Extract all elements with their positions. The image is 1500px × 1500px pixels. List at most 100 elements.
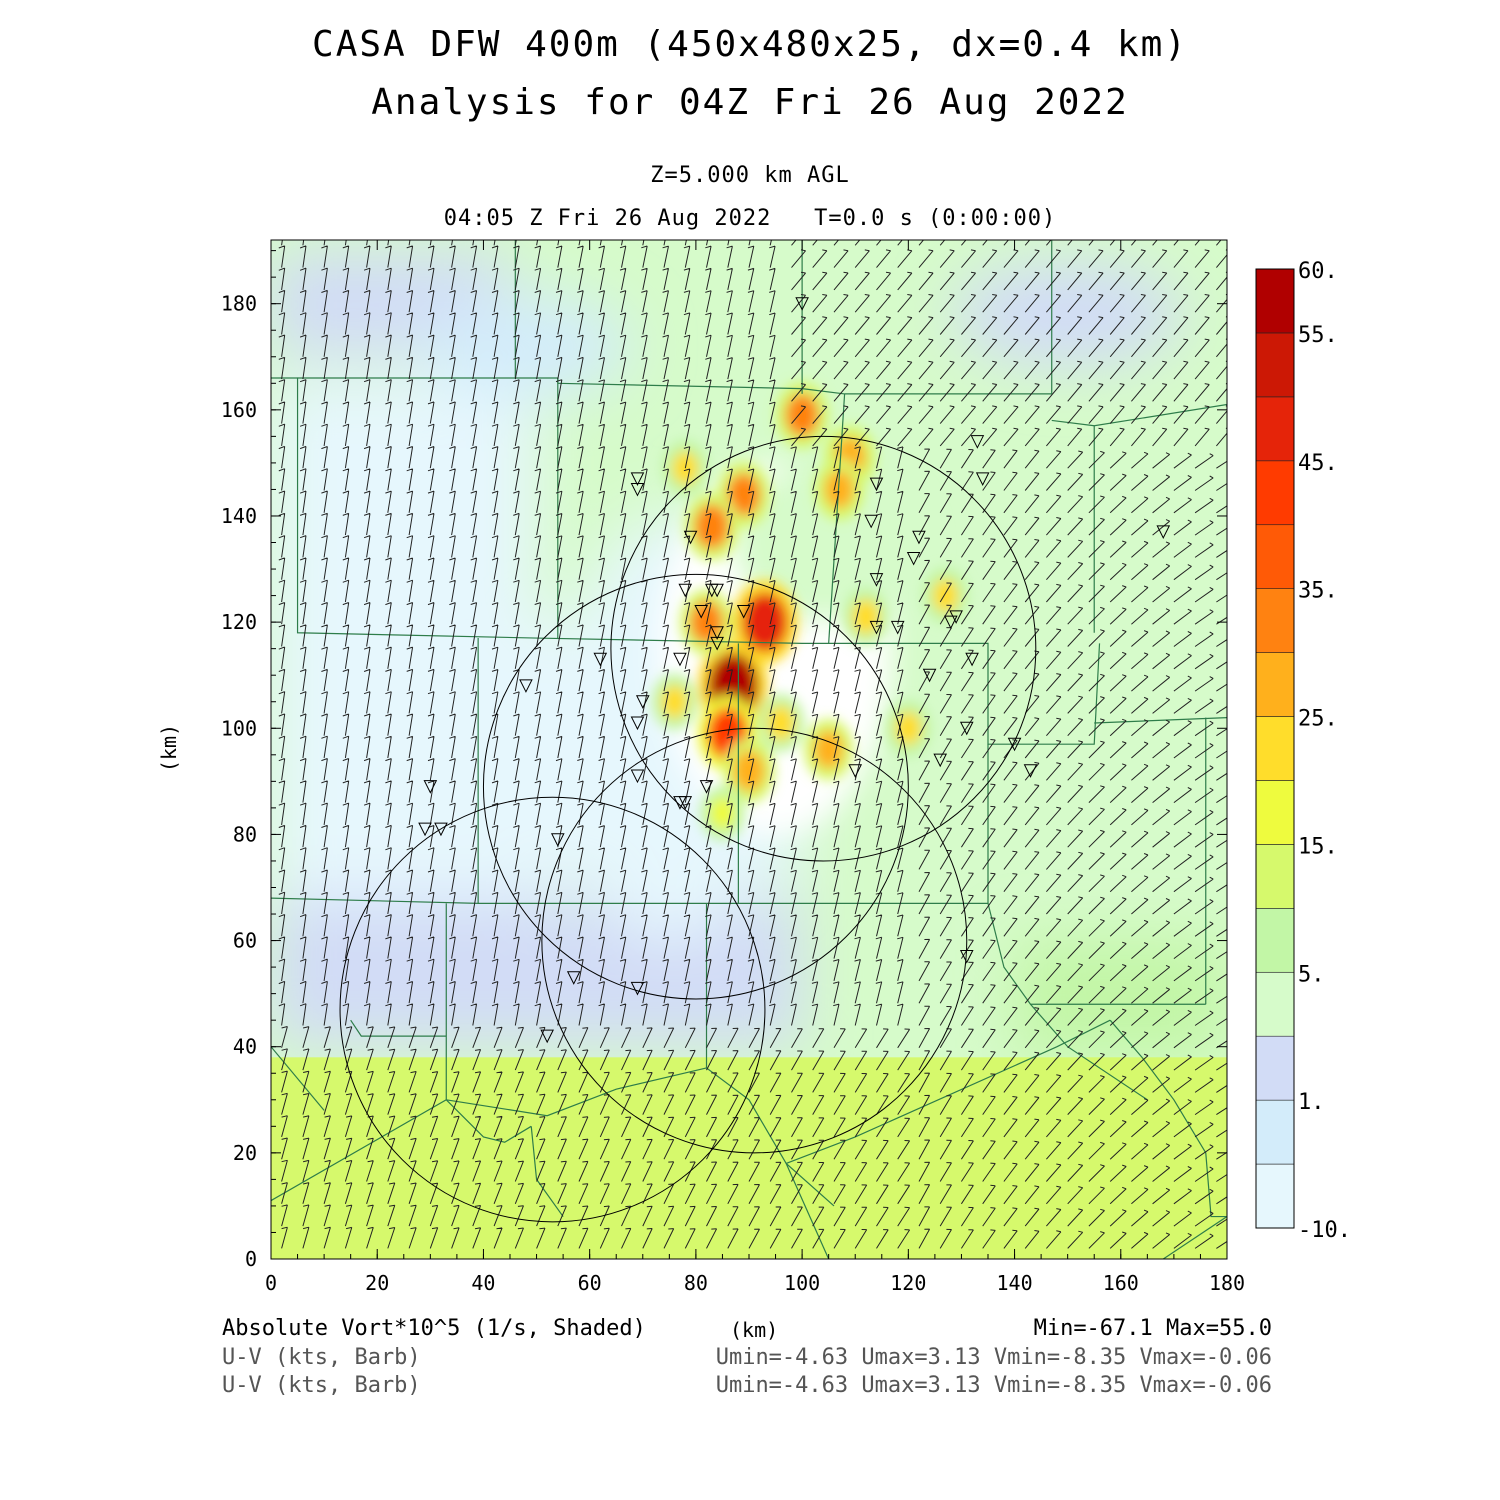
main-title: CASA DFW 400m (450x480x25, dx=0.4 km) <box>312 24 1188 65</box>
colorbar-frame <box>1255 268 1295 1229</box>
x-axis-unit: (km) <box>730 1318 779 1342</box>
colorbar-bin <box>1255 780 1295 845</box>
x-tick-label: 160 <box>1103 1271 1139 1295</box>
station-marker <box>848 764 863 778</box>
radar-ring <box>482 573 909 1000</box>
colorbar-bin <box>1255 908 1295 973</box>
colorbar-label: 25. <box>1298 707 1338 732</box>
y-tick-label: 160 <box>221 398 257 422</box>
radar-ring <box>610 435 1037 862</box>
y-axis-label: (km) <box>157 724 181 772</box>
level-label: Z=5.000 km AGL <box>650 163 850 188</box>
x-tick-label: 40 <box>471 1271 495 1295</box>
station-marker <box>630 472 645 486</box>
vorticity-field <box>271 240 1227 1259</box>
colorbar-label: -10. <box>1298 1218 1351 1243</box>
x-tick-label: 140 <box>996 1271 1032 1295</box>
station-marker <box>519 679 533 693</box>
station-marker <box>710 636 724 651</box>
y-tick-label: 0 <box>245 1247 257 1271</box>
colorbar: -10. 1. 5. 15. 25. 35. 45. 55. 60. <box>1255 259 1351 1243</box>
field-region <box>950 261 1185 368</box>
x-tick-label: 60 <box>578 1271 602 1295</box>
station-marker <box>1023 764 1038 778</box>
boundary-line <box>1162 1216 1227 1259</box>
station-marker <box>630 981 645 996</box>
station-marker <box>434 822 448 837</box>
station-marker <box>423 780 438 794</box>
boundary-line <box>828 393 846 644</box>
x-tick-label: 80 <box>684 1271 708 1295</box>
time-label: 04:05 Z Fri 26 Aug 2022 T=0.0 s (0:00:00… <box>443 206 1057 231</box>
station-marker <box>906 551 921 566</box>
barb1-range: Umin=-4.63 Umax=3.13 Vmin=-8.35 Vmax=-0.… <box>715 1345 1272 1370</box>
boundary-line <box>557 382 1052 395</box>
colorbar-bin <box>1255 716 1295 781</box>
y-tick-label: 80 <box>233 822 257 846</box>
colorbar-label: 1. <box>1298 1090 1325 1115</box>
x-tick-label: 0 <box>265 1271 277 1295</box>
barb1-label: U-V (kts, Barb) <box>222 1345 421 1370</box>
y-tick-label: 20 <box>233 1141 257 1165</box>
vorticity-core <box>932 578 959 613</box>
county-boundaries <box>271 240 1227 1259</box>
station-marker <box>699 780 714 794</box>
station-marker <box>970 435 985 449</box>
colorbar-bin <box>1255 332 1295 398</box>
station-marker <box>683 530 698 545</box>
colorbar-bin <box>1255 1163 1295 1229</box>
station-marker <box>630 716 645 731</box>
station-marker <box>959 949 974 964</box>
station-marker <box>890 620 905 635</box>
station-marker <box>949 610 963 624</box>
station-marker <box>673 652 687 667</box>
y-tick-label: 100 <box>221 716 257 740</box>
station-marker <box>922 668 937 683</box>
station-marker <box>975 472 990 486</box>
station-marker <box>1007 737 1022 752</box>
vorticity-core <box>672 451 699 486</box>
station-marker <box>959 721 974 736</box>
station-marker <box>566 971 581 985</box>
station-marker <box>736 605 751 619</box>
vorticity-core <box>785 393 819 437</box>
station-marker <box>593 652 608 667</box>
colorbar-label: 60. <box>1298 259 1338 284</box>
station-marker <box>678 583 693 598</box>
x-tick-label: 180 <box>1209 1271 1245 1295</box>
colorbar-bin <box>1255 268 1295 334</box>
radar-ring <box>541 727 968 1154</box>
station-marker <box>540 1029 554 1044</box>
barb2-range: Umin=-4.63 Umax=3.13 Vmin=-8.35 Vmax=-0.… <box>715 1373 1272 1398</box>
y-tick-label: 40 <box>233 1035 257 1059</box>
barb2-label: U-V (kts, Barb) <box>222 1373 421 1398</box>
colorbar-bin <box>1255 1035 1295 1101</box>
colorbar-bin <box>1255 524 1295 589</box>
y-tick-label: 120 <box>221 610 257 634</box>
station-marker <box>944 615 958 630</box>
boundary-line <box>350 1019 447 1037</box>
colorbar-label: 15. <box>1298 834 1338 859</box>
vorticity-core <box>694 504 730 549</box>
boundary-line <box>1094 717 1227 724</box>
boundary-line <box>1109 1019 1227 1218</box>
x-tick-label: 120 <box>890 1271 926 1295</box>
field-region <box>419 293 633 400</box>
wind-barb-field <box>278 240 1227 1249</box>
x-tick-label: 20 <box>365 1271 389 1295</box>
station-marker <box>869 573 884 587</box>
vorticity-core <box>742 592 788 652</box>
analysis-title: Analysis for 04Z Fri 26 Aug 2022 <box>371 82 1129 123</box>
vorticity-core <box>727 473 761 517</box>
x-tick-label: 100 <box>784 1271 820 1295</box>
vorticity-core <box>813 730 844 769</box>
boundary-line <box>271 1046 325 1111</box>
station-marker <box>710 626 724 640</box>
field-label: Absolute Vort*10^5 (1/s, Shaded) <box>222 1316 646 1341</box>
wind-barbs <box>278 240 1227 1249</box>
colorbar-label: 35. <box>1298 579 1338 604</box>
boundary-line <box>445 1099 532 1143</box>
radar-ring <box>339 796 766 1223</box>
colorbar-bin <box>1255 588 1295 653</box>
